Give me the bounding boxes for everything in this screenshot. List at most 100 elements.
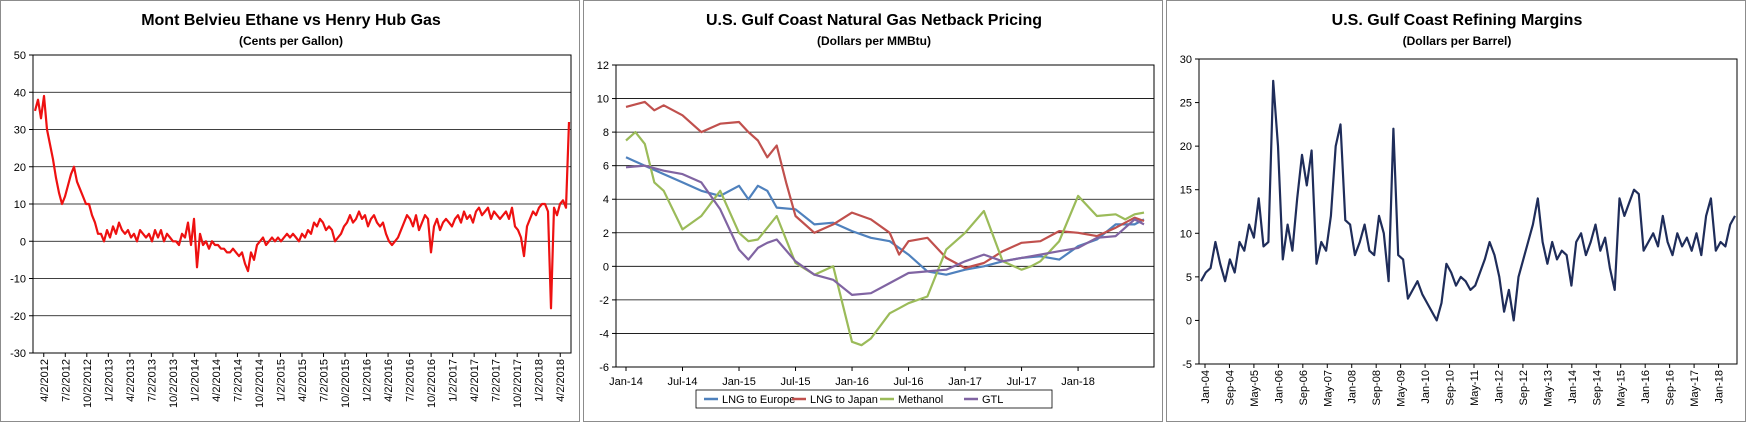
netback-chart: U.S. Gulf Coast Natural Gas Netback Pric… <box>597 12 1155 409</box>
y-tick-label: 30 <box>1180 54 1192 66</box>
x-tick-label: Jan-17 <box>948 376 982 388</box>
y-tick-label: 5 <box>1186 272 1192 284</box>
x-tick-label: 4/2/2012 <box>39 359 51 402</box>
ethane-spread-line <box>33 94 571 310</box>
x-tick-label: Jan-06 <box>1273 370 1285 404</box>
legend-label: Methanol <box>898 394 943 406</box>
y-tick-label: -10 <box>10 274 26 286</box>
x-tick-label: 10/2/2015 <box>340 359 352 408</box>
y-tick-label: 10 <box>597 94 609 106</box>
x-tick-label: 10/2/2012 <box>82 359 94 408</box>
x-tick-label: 1/2/2017 <box>448 359 460 402</box>
series-line-lng-to-europe <box>625 156 1145 276</box>
x-tick-label: 7/2/2013 <box>146 359 158 402</box>
x-tick-label: Jan-18 <box>1061 376 1095 388</box>
x-tick-label: May-07 <box>1322 370 1334 407</box>
x-tick-label: Jan-10 <box>1420 370 1432 404</box>
y-tick-label: 25 <box>1180 98 1192 110</box>
refining-chart: U.S. Gulf Coast Refining Margins (Dollar… <box>1180 12 1738 407</box>
series-line-methanol <box>625 131 1145 347</box>
y-tick-label: -4 <box>599 328 609 340</box>
chart-subtitle: (Dollars per MMBtu) <box>817 34 931 48</box>
y-tick-label: 8 <box>603 127 609 139</box>
x-tick-label: May-15 <box>1616 370 1628 407</box>
x-tick-label: Jan-16 <box>1640 370 1652 404</box>
x-tick-label: 1/2/2013 <box>103 359 115 402</box>
y-tick-label: 0 <box>1186 315 1192 327</box>
x-tick-label: Jan-14 <box>609 376 643 388</box>
x-tick-label: May-11 <box>1469 370 1481 406</box>
x-tick-label: Jan-04 <box>1200 370 1212 404</box>
y-tick-label: -6 <box>599 362 609 374</box>
x-tick-label: Sep-06 <box>1298 370 1310 405</box>
y-tick-label: 12 <box>597 60 609 72</box>
x-tick-label: Jan-16 <box>835 376 869 388</box>
x-tick-label: Sep-08 <box>1371 370 1383 405</box>
ethane-chart-panel: Mont Belvieu Ethane vs Henry Hub Gas (Ce… <box>0 0 580 422</box>
y-tick-label: 0 <box>20 236 26 248</box>
x-tick-label: Jan-08 <box>1347 370 1359 404</box>
refining-margin-line <box>1200 79 1736 322</box>
plot-area <box>615 64 1155 368</box>
y-tick-label: 6 <box>603 161 609 173</box>
x-tick-label: 4/2/2013 <box>125 359 137 402</box>
x-tick-label: 7/2/2012 <box>60 359 72 402</box>
y-tick-label: 50 <box>14 50 26 62</box>
legend-label: LNG to Japan <box>810 394 878 406</box>
x-tick-label: Jan-18 <box>1714 370 1726 404</box>
x-tick-label: 10/2/2013 <box>168 359 180 408</box>
x-tick-label: May-05 <box>1249 370 1261 407</box>
y-tick-label: 2 <box>603 228 609 240</box>
x-tick-label: 4/2/2014 <box>211 359 223 402</box>
x-tick-label: 7/2/2017 <box>491 359 503 402</box>
x-tick-label: Sep-12 <box>1518 370 1530 405</box>
x-tick-label: Sep-04 <box>1224 370 1236 405</box>
plot-area <box>1198 58 1738 365</box>
series-line-lng-to-japan <box>625 100 1145 270</box>
y-tick-label: -5 <box>1182 359 1192 371</box>
x-tick-label: Sep-14 <box>1591 370 1603 405</box>
x-tick-label: 7/2/2016 <box>405 359 417 402</box>
x-tick-label: Jan-12 <box>1493 370 1505 404</box>
y-tick-label: -2 <box>599 295 609 307</box>
x-tick-label: Jan-15 <box>722 376 756 388</box>
y-tick-label: -30 <box>10 348 26 360</box>
y-tick-label: 0 <box>603 261 609 273</box>
series-line-gtl <box>625 164 1145 296</box>
x-tick-label: Sep-10 <box>1445 370 1457 405</box>
legend-label: GTL <box>982 394 1003 406</box>
legend-box <box>695 389 1053 409</box>
x-tick-label: 10/2/2014 <box>254 359 266 408</box>
x-tick-label: 1/2/2015 <box>275 359 287 402</box>
x-tick-label: Jul-15 <box>781 376 811 388</box>
x-tick-label: 1/2/2016 <box>362 359 374 402</box>
x-tick-label: May-13 <box>1542 370 1554 407</box>
refining-chart-panel: U.S. Gulf Coast Refining Margins (Dollar… <box>1166 0 1746 422</box>
chart-subtitle: (Cents per Gallon) <box>239 34 343 48</box>
x-tick-label: Jul-16 <box>894 376 924 388</box>
chart-title: U.S. Gulf Coast Natural Gas Netback Pric… <box>706 12 1042 29</box>
chart-title: U.S. Gulf Coast Refining Margins <box>1332 12 1583 29</box>
x-tick-label: May-09 <box>1396 370 1408 407</box>
y-tick-label: 10 <box>1180 228 1192 240</box>
x-tick-label: 10/2/2017 <box>512 359 524 408</box>
y-tick-label: 10 <box>14 199 26 211</box>
x-tick-label: 10/2/2016 <box>426 359 438 408</box>
x-tick-label: Jul-17 <box>1007 376 1037 388</box>
chart-title: Mont Belvieu Ethane vs Henry Hub Gas <box>141 12 441 29</box>
y-tick-label: 40 <box>14 87 26 99</box>
y-tick-label: 30 <box>14 125 26 137</box>
x-tick-label: 7/2/2015 <box>319 359 331 402</box>
x-tick-label: 4/2/2017 <box>469 359 481 402</box>
x-tick-label: Jul-14 <box>668 376 698 388</box>
y-tick-label: 15 <box>1180 185 1192 197</box>
y-tick-label: 20 <box>14 162 26 174</box>
x-tick-label: Jan-14 <box>1567 370 1579 404</box>
legend-label: LNG to Europe <box>722 394 795 406</box>
x-tick-label: 4/2/2015 <box>297 359 309 402</box>
y-tick-label: -20 <box>10 311 26 323</box>
x-tick-label: 1/2/2018 <box>534 359 546 402</box>
x-tick-label: 1/2/2014 <box>189 359 201 402</box>
x-tick-label: 4/2/2018 <box>555 359 567 402</box>
x-tick-label: May-17 <box>1689 370 1701 407</box>
